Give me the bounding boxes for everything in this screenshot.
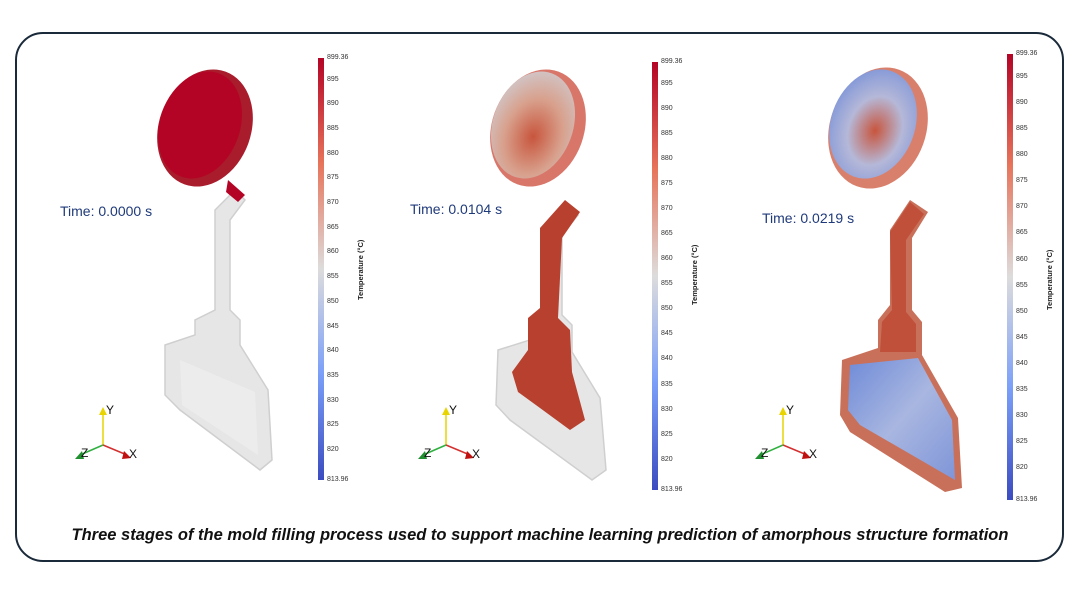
colorbar-tick-label: 850 xyxy=(1016,307,1028,315)
colorbar-tick-label: 850 xyxy=(327,297,339,305)
colorbar-tick-label: 875 xyxy=(327,174,339,182)
colorbar-min-label: 813.96 xyxy=(327,476,349,483)
colorbar-tick-label: 830 xyxy=(327,396,339,404)
colorbar-tick-label: 870 xyxy=(327,199,339,207)
colorbar-tick-label: 840 xyxy=(327,347,339,355)
colorbar-tick-label: 835 xyxy=(327,372,339,380)
axis-triad-2 xyxy=(418,407,474,459)
colorbar-tick-label: 880 xyxy=(1016,151,1028,159)
colorbar-max-label: 899.36 xyxy=(661,58,683,65)
colorbar-tick-label: 855 xyxy=(327,273,339,281)
axis-y-label-1: Y xyxy=(106,403,115,417)
colorbar-tick-label: 855 xyxy=(1016,281,1028,289)
time-label-2: Time: 0.0104 s xyxy=(410,201,503,217)
axis-y-label-3: Y xyxy=(786,403,795,417)
colorbar-tick-label: 830 xyxy=(1016,412,1028,420)
axis-z-label-2: Z xyxy=(424,446,432,460)
colorbar-tick-label: 820 xyxy=(661,455,673,463)
colorbar-tick-label: 845 xyxy=(661,330,673,338)
colorbar-tick-label: 820 xyxy=(327,446,339,454)
colorbar-tick-label: 840 xyxy=(661,355,673,363)
colorbar-tick-label: 895 xyxy=(1016,72,1028,80)
colorbar-tick-label: 870 xyxy=(1016,203,1028,211)
colorbar-title: Temperature (°C) xyxy=(690,244,699,305)
axis-y-label-2: Y xyxy=(449,403,458,417)
axis-triad-3 xyxy=(755,407,811,459)
axis-x-label-1: X xyxy=(129,447,138,461)
colorbar-tick-label: 875 xyxy=(1016,177,1028,185)
colorbar-tick-label: 890 xyxy=(1016,98,1028,106)
colorbar-tick-label: 890 xyxy=(327,100,339,108)
colorbar-min-label: 813.96 xyxy=(661,486,683,493)
colorbar-tick-label: 860 xyxy=(327,248,339,256)
colorbar-tick-label: 865 xyxy=(661,230,673,238)
colorbar-tick-label: 880 xyxy=(327,149,339,157)
colorbar-tick-label: 860 xyxy=(661,255,673,263)
colorbar-tick-label: 870 xyxy=(661,205,673,213)
colorbar-max-label: 899.36 xyxy=(327,54,349,61)
panel-2-model xyxy=(490,69,607,481)
colorbar-1 xyxy=(318,58,324,480)
colorbar-tick-label: 830 xyxy=(661,405,673,413)
colorbar-tick-label: 835 xyxy=(661,380,673,388)
colorbar-tick-label: 840 xyxy=(1016,360,1028,367)
colorbar-tick-label: 860 xyxy=(1016,255,1028,263)
colorbar-tick-label: 890 xyxy=(661,104,673,112)
colorbar-tick-label: 865 xyxy=(1016,229,1028,237)
colorbar-max-label: 899.36 xyxy=(1016,50,1038,57)
time-label-1: Time: 0.0000 s xyxy=(60,203,153,219)
axis-x-label-3: X xyxy=(809,447,818,461)
axis-x-label-2: X xyxy=(472,447,481,461)
colorbar-tick-label: 845 xyxy=(1016,333,1028,341)
colorbar-tick-label: 895 xyxy=(661,79,673,87)
panel-1-model xyxy=(157,69,273,471)
colorbar-tick-label: 885 xyxy=(1016,124,1028,132)
colorbar-tick-label: 835 xyxy=(1016,386,1028,394)
colorbar-tick-label: 825 xyxy=(661,430,673,438)
colorbar-title: Temperature (°C) xyxy=(356,239,365,300)
colorbar-tick-label: 855 xyxy=(661,280,673,288)
axis-z-label-1: Z xyxy=(81,446,89,460)
colorbar-tick-label: 895 xyxy=(327,75,339,83)
colorbar-tick-label: 865 xyxy=(327,223,339,231)
colorbar-tick-label: 880 xyxy=(661,155,673,163)
colorbar-tick-label: 820 xyxy=(1016,464,1028,472)
axis-z-label-3: Z xyxy=(761,446,769,460)
colorbar-tick-label: 825 xyxy=(327,421,339,429)
colorbar-tick-label: 850 xyxy=(661,305,673,313)
colorbar-2 xyxy=(652,62,658,490)
colorbar-title: Temperature (°C) xyxy=(1045,249,1054,310)
colorbar-tick-label: 885 xyxy=(327,124,339,132)
colorbar-tick-label: 825 xyxy=(1016,438,1028,446)
colorbar-3 xyxy=(1007,54,1013,500)
colorbar-tick-label: 875 xyxy=(661,180,673,188)
colorbar-tick-label: 885 xyxy=(661,129,673,137)
colorbar-min-label: 813.96 xyxy=(1016,496,1038,503)
panel-3-model xyxy=(828,67,962,492)
axis-triad-1 xyxy=(75,407,131,459)
figure-caption: Three stages of the mold filling process… xyxy=(71,526,1009,544)
time-label-3: Time: 0.0219 s xyxy=(762,210,855,226)
colorbar-tick-label: 845 xyxy=(327,322,339,330)
